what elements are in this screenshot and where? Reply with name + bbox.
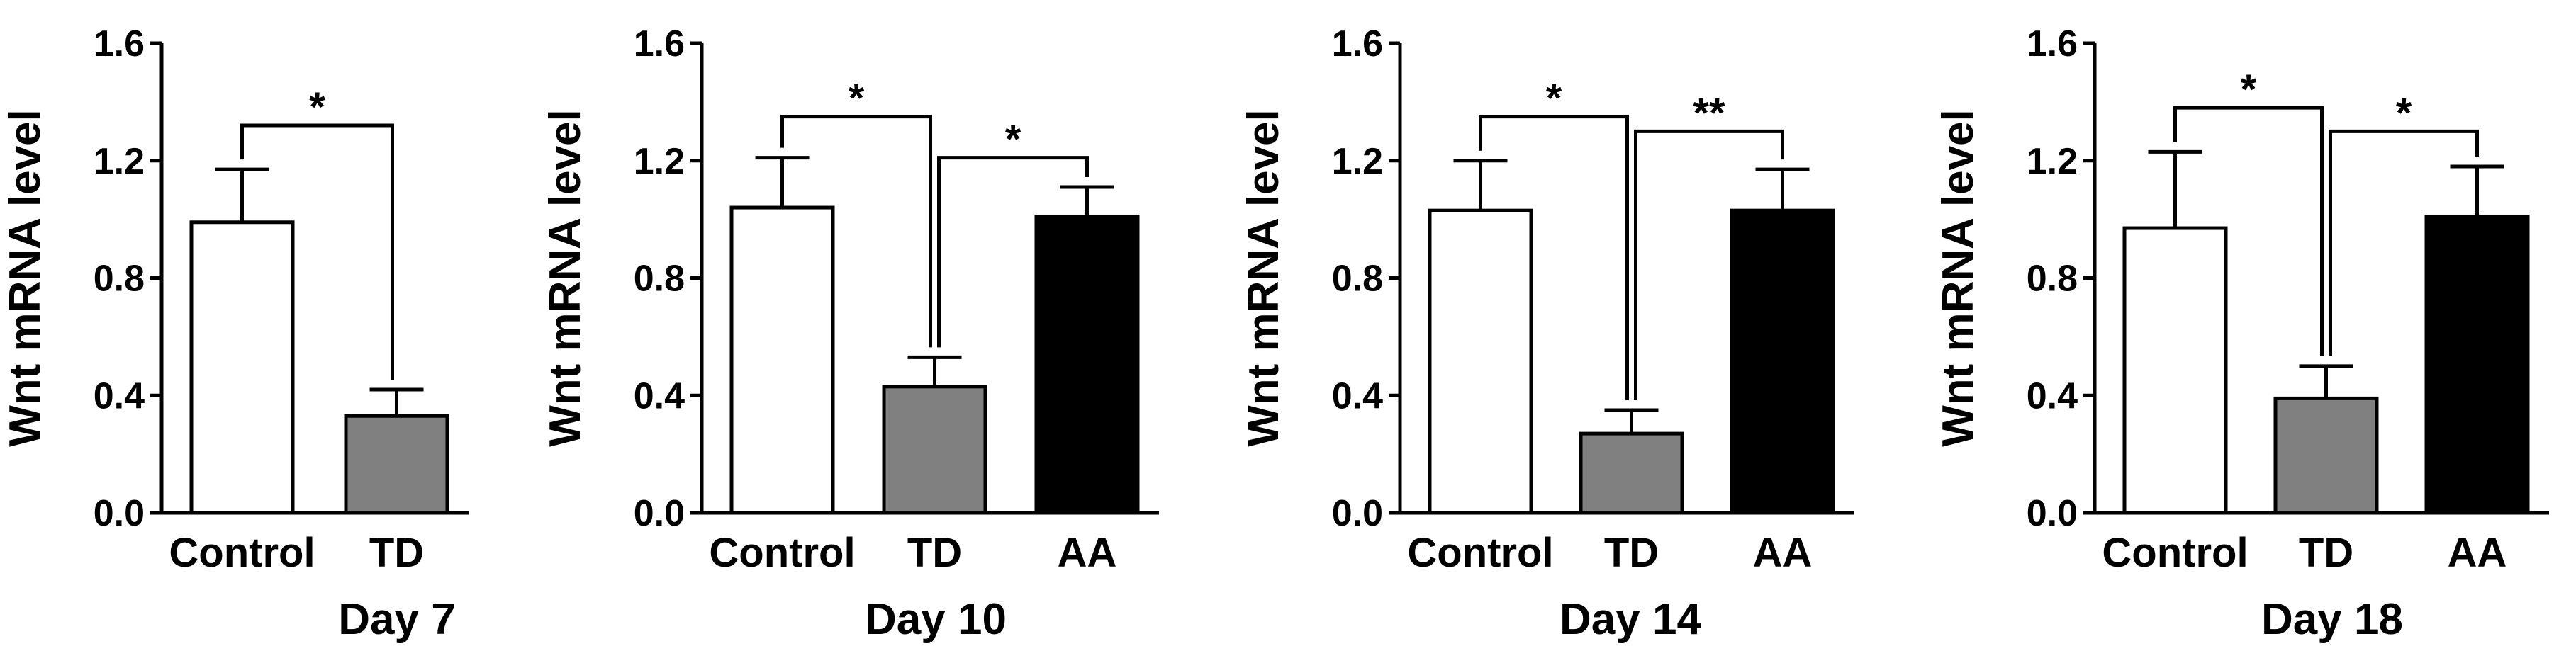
x-category-label: AA [2448,530,2507,576]
y-tick-label: 0.0 [1332,493,1383,534]
significance-marker: * [1546,76,1562,122]
x-category-label: TD [907,530,962,576]
y-tick-label: 0.4 [1332,375,1383,416]
bar-td [2273,396,2379,515]
bar-aa [2424,214,2530,515]
y-tick-label: 1.6 [94,23,145,64]
x-category-label: Control [2102,530,2248,576]
y-tick-label: 1.2 [2027,141,2078,182]
bar-td [344,414,449,515]
x-category-label: Control [1407,530,1553,576]
panel-2: Wnt mRNA level 0.0 0.4 0.8 1.2 1.6 Control TD AA… [541,23,1159,644]
x-category-label: TD [369,530,424,576]
y-tick-label: 0.0 [634,493,685,534]
significance-bracket [1479,115,1629,400]
significance-bracket [1634,129,1784,400]
y-axis-label: Wnt mRNA level [1934,109,1983,447]
y-tick-label: 1.6 [634,23,685,64]
y-axis-label: Wnt mRNA level [1239,109,1288,447]
panel-title: Day 14 [1559,595,1701,644]
y-axis-label: Wnt mRNA level [541,109,590,447]
x-category-label: AA [1058,530,1117,576]
significance-marker: * [849,76,865,122]
x-category-label: TD [1604,530,1659,576]
x-category-label: AA [1753,530,1813,576]
y-tick-label: 0.8 [1332,259,1383,300]
panel-3: Wnt mRNA level 0.0 0.4 0.8 1.2 1.6 Control TD AA… [1239,23,1854,644]
y-tick-label: 0.0 [94,493,145,534]
y-tick-label: 0.8 [2027,259,2078,300]
significance-marker: * [1005,117,1021,163]
significance-bracket [780,115,932,348]
y-tick-label: 1.6 [1332,23,1383,64]
significance-marker: * [2241,67,2257,113]
y-axis-label: Wnt mRNA level [1,109,50,447]
panel-title: Day 10 [865,595,1007,644]
bar-aa [1034,214,1140,515]
x-category-label: Control [709,530,855,576]
panel-4: Wnt mRNA level 0.0 0.4 0.8 1.2 1.6 Control TD AA… [1934,23,2549,644]
y-tick-label: 1.6 [2027,23,2078,64]
bar-control [729,205,835,515]
panel-1: Wnt mRNA level 0.0 0.4 0.8 1.2 1.6 Control TD * D… [1,23,469,644]
bar-aa [1730,208,1835,515]
y-tick-label: 1.2 [634,141,685,182]
panel-title: Day 7 [338,595,455,644]
y-tick-label: 1.2 [94,141,145,182]
significance-marker: ** [1693,90,1725,136]
bar-td [1579,431,1684,515]
x-category-label: TD [2299,530,2353,576]
significance-marker: * [2396,90,2412,136]
y-tick-label: 0.0 [2027,493,2078,534]
y-tick-label: 0.4 [94,375,145,416]
bar-control [2122,226,2228,515]
y-tick-label: 1.2 [1332,141,1383,182]
y-tick-label: 0.4 [634,375,685,416]
significance-marker: * [309,84,325,130]
significance-bracket [937,156,1089,348]
significance-bracket [2329,129,2479,356]
bar-control [189,220,295,515]
panel-title: Day 18 [2261,595,2403,644]
bar-control [1428,208,1533,515]
y-tick-label: 0.8 [94,259,145,300]
y-tick-label: 0.8 [634,259,685,300]
y-tick-label: 0.4 [2027,375,2078,416]
significance-bracket [2173,106,2324,356]
significance-bracket [240,123,394,380]
bar-td [882,385,987,515]
x-category-label: Control [169,530,315,576]
